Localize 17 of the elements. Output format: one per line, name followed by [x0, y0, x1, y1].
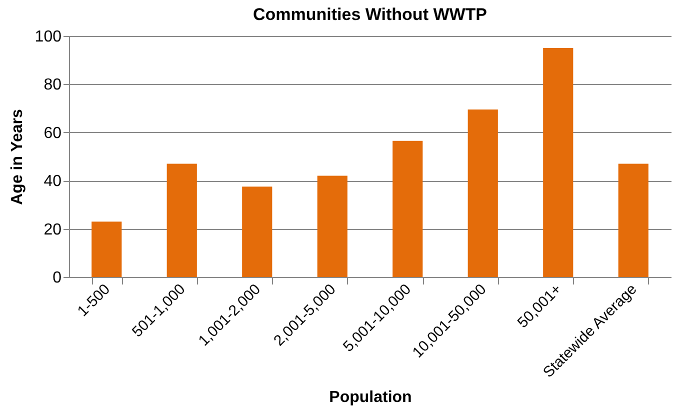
- y-tick-label: 100: [34, 28, 62, 46]
- x-axis-title: Population: [329, 388, 412, 406]
- y-tick-label: 60: [44, 124, 62, 142]
- y-tick-label: 0: [52, 270, 62, 286]
- bar: [166, 164, 197, 277]
- bar: [543, 48, 574, 277]
- y-tick-label: 40: [44, 173, 62, 190]
- y-axis-title: Age in Years: [8, 109, 26, 205]
- y-tick-label: 20: [44, 221, 62, 238]
- bar: [392, 140, 423, 277]
- chart-title: Communities Without WWTP: [252, 5, 488, 24]
- bar: [317, 176, 348, 277]
- bar: [618, 164, 648, 277]
- bar: [242, 186, 272, 277]
- y-tick-label: 80: [44, 76, 62, 94]
- bar: [92, 222, 122, 277]
- bar: [468, 110, 498, 277]
